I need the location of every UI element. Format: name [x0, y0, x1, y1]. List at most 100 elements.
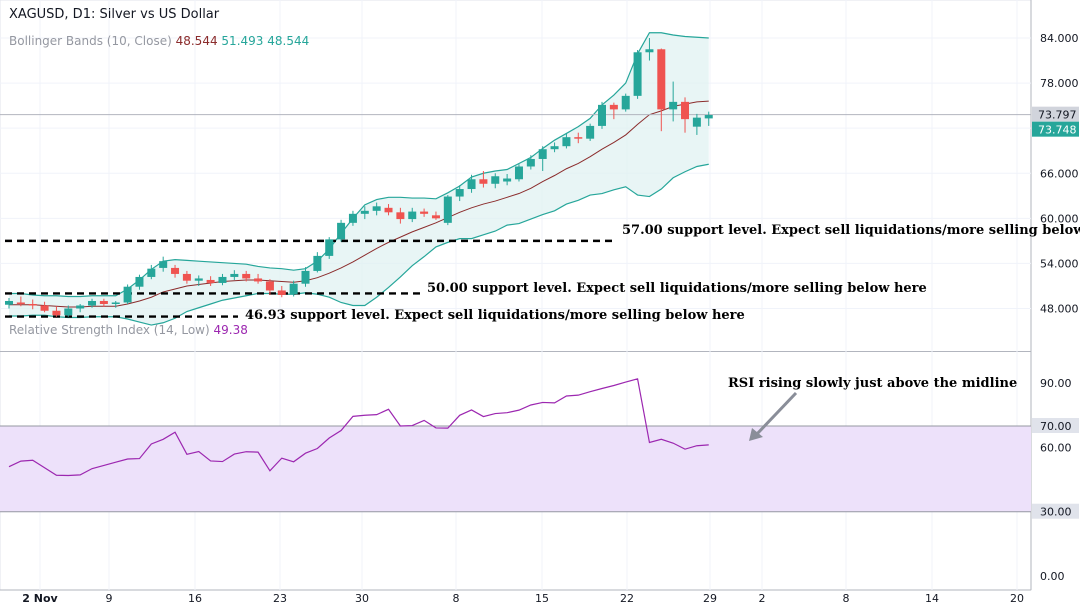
candle-body	[598, 104, 606, 126]
time-tick-label: 16	[188, 592, 202, 605]
candle-body	[123, 286, 132, 303]
rsi-value: 49.38	[213, 323, 248, 337]
candle-body	[443, 196, 452, 223]
rsi-arrow-head	[749, 428, 763, 441]
rsi-legend[interactable]: Relative Strength Index (14, Low) 49.38	[9, 323, 248, 337]
bb-lower-value: 48.544	[267, 34, 310, 48]
candle-body	[396, 212, 405, 220]
time-tick-label: 2 Nov	[22, 592, 58, 605]
symbol-title: XAGUSD, D1: Silver vs US Dollar	[9, 7, 220, 22]
candle-body	[692, 117, 701, 127]
candle-body	[337, 222, 346, 240]
bb-legend[interactable]: Bollinger Bands (10, Close) 48.544 51.49…	[9, 34, 309, 48]
candle-body	[514, 166, 523, 180]
time-tick-label: 29	[703, 592, 717, 605]
candle	[669, 81, 678, 122]
candle	[526, 155, 535, 170]
candle	[360, 206, 369, 220]
candle-body	[313, 255, 322, 271]
candle	[230, 270, 239, 280]
candle	[111, 300, 120, 308]
candle	[503, 174, 512, 186]
candle-body	[5, 300, 13, 305]
candle-body	[491, 176, 500, 184]
candle-body	[645, 49, 654, 53]
candle	[514, 164, 523, 182]
candle	[420, 208, 429, 217]
candle	[681, 97, 690, 133]
candle-body	[254, 278, 263, 282]
candle-body	[348, 213, 357, 223]
candle	[586, 123, 595, 141]
candle-body	[52, 310, 61, 316]
bb-lower-line	[9, 163, 709, 326]
time-tick-label: 14	[925, 592, 939, 605]
candle-body	[467, 179, 476, 190]
candle-body	[171, 267, 180, 274]
price-axis[interactable]: 48.00054.00060.00066.00072.00078.00084.0…	[1032, 32, 1079, 583]
candle	[40, 301, 49, 313]
price-tick-label: 48.000	[1040, 303, 1079, 316]
candle	[325, 237, 334, 259]
candle-body	[147, 268, 156, 277]
candle	[5, 297, 13, 309]
rsi-band-badge	[1032, 418, 1079, 433]
candle-body	[526, 158, 535, 167]
candle	[408, 207, 417, 223]
candle	[28, 299, 37, 310]
candle-body	[218, 276, 227, 283]
candle-body	[681, 101, 690, 120]
candle-body	[16, 302, 25, 304]
candle-body	[657, 49, 666, 110]
candle	[479, 170, 488, 188]
candle-body	[633, 52, 642, 96]
candle-body	[301, 270, 310, 284]
candle	[301, 267, 310, 287]
candle-body	[194, 278, 203, 281]
candle-body	[182, 273, 191, 281]
candle	[218, 273, 227, 286]
annotation-support-57: 57.00 support level. Expect sell liquida…	[622, 223, 1080, 238]
candle	[692, 113, 701, 135]
candle	[621, 93, 630, 112]
candle-body	[277, 290, 286, 295]
time-tick-label: 8	[453, 592, 460, 605]
candle-body	[242, 273, 251, 279]
time-axis[interactable]: 2 Nov 9 16 23 30 8 15 22 29 2 8 14 20	[22, 592, 1024, 605]
candle-body	[40, 305, 49, 311]
price-tick-label: 84.000	[1040, 32, 1079, 45]
candle	[467, 174, 476, 193]
candle-body	[325, 239, 334, 256]
candle	[206, 276, 215, 286]
candle	[313, 252, 322, 273]
candle	[574, 132, 583, 144]
candle	[431, 211, 440, 220]
time-tick-label: 2	[759, 592, 766, 605]
candle-body	[384, 207, 393, 213]
candle	[135, 274, 144, 290]
candle	[455, 185, 464, 202]
time-tick-label: 9	[106, 592, 113, 605]
annotation-rsi: RSI rising slowly just above the midline	[728, 376, 1018, 391]
candle	[265, 279, 274, 295]
candle	[550, 142, 559, 153]
candle	[64, 305, 73, 317]
current-price-label: 73.748	[1038, 124, 1077, 137]
price-tick-label: 78.000	[1040, 77, 1079, 90]
rsi-tick-label: 60.00	[1040, 441, 1072, 454]
rsi-line	[8, 378, 709, 477]
candle-body	[360, 210, 369, 214]
current-price-badge	[1032, 121, 1079, 137]
candle	[657, 48, 666, 132]
candle-body	[503, 178, 512, 182]
candle-body	[408, 211, 417, 220]
candle	[76, 303, 85, 313]
candle-body	[621, 95, 630, 110]
time-tick-label: 8	[843, 592, 850, 605]
candle-body	[455, 189, 464, 197]
rsi-tick-label: 0.00	[1040, 570, 1065, 583]
candle	[704, 111, 713, 126]
price-tick-label: 66.000	[1040, 167, 1079, 180]
candle	[194, 275, 203, 286]
